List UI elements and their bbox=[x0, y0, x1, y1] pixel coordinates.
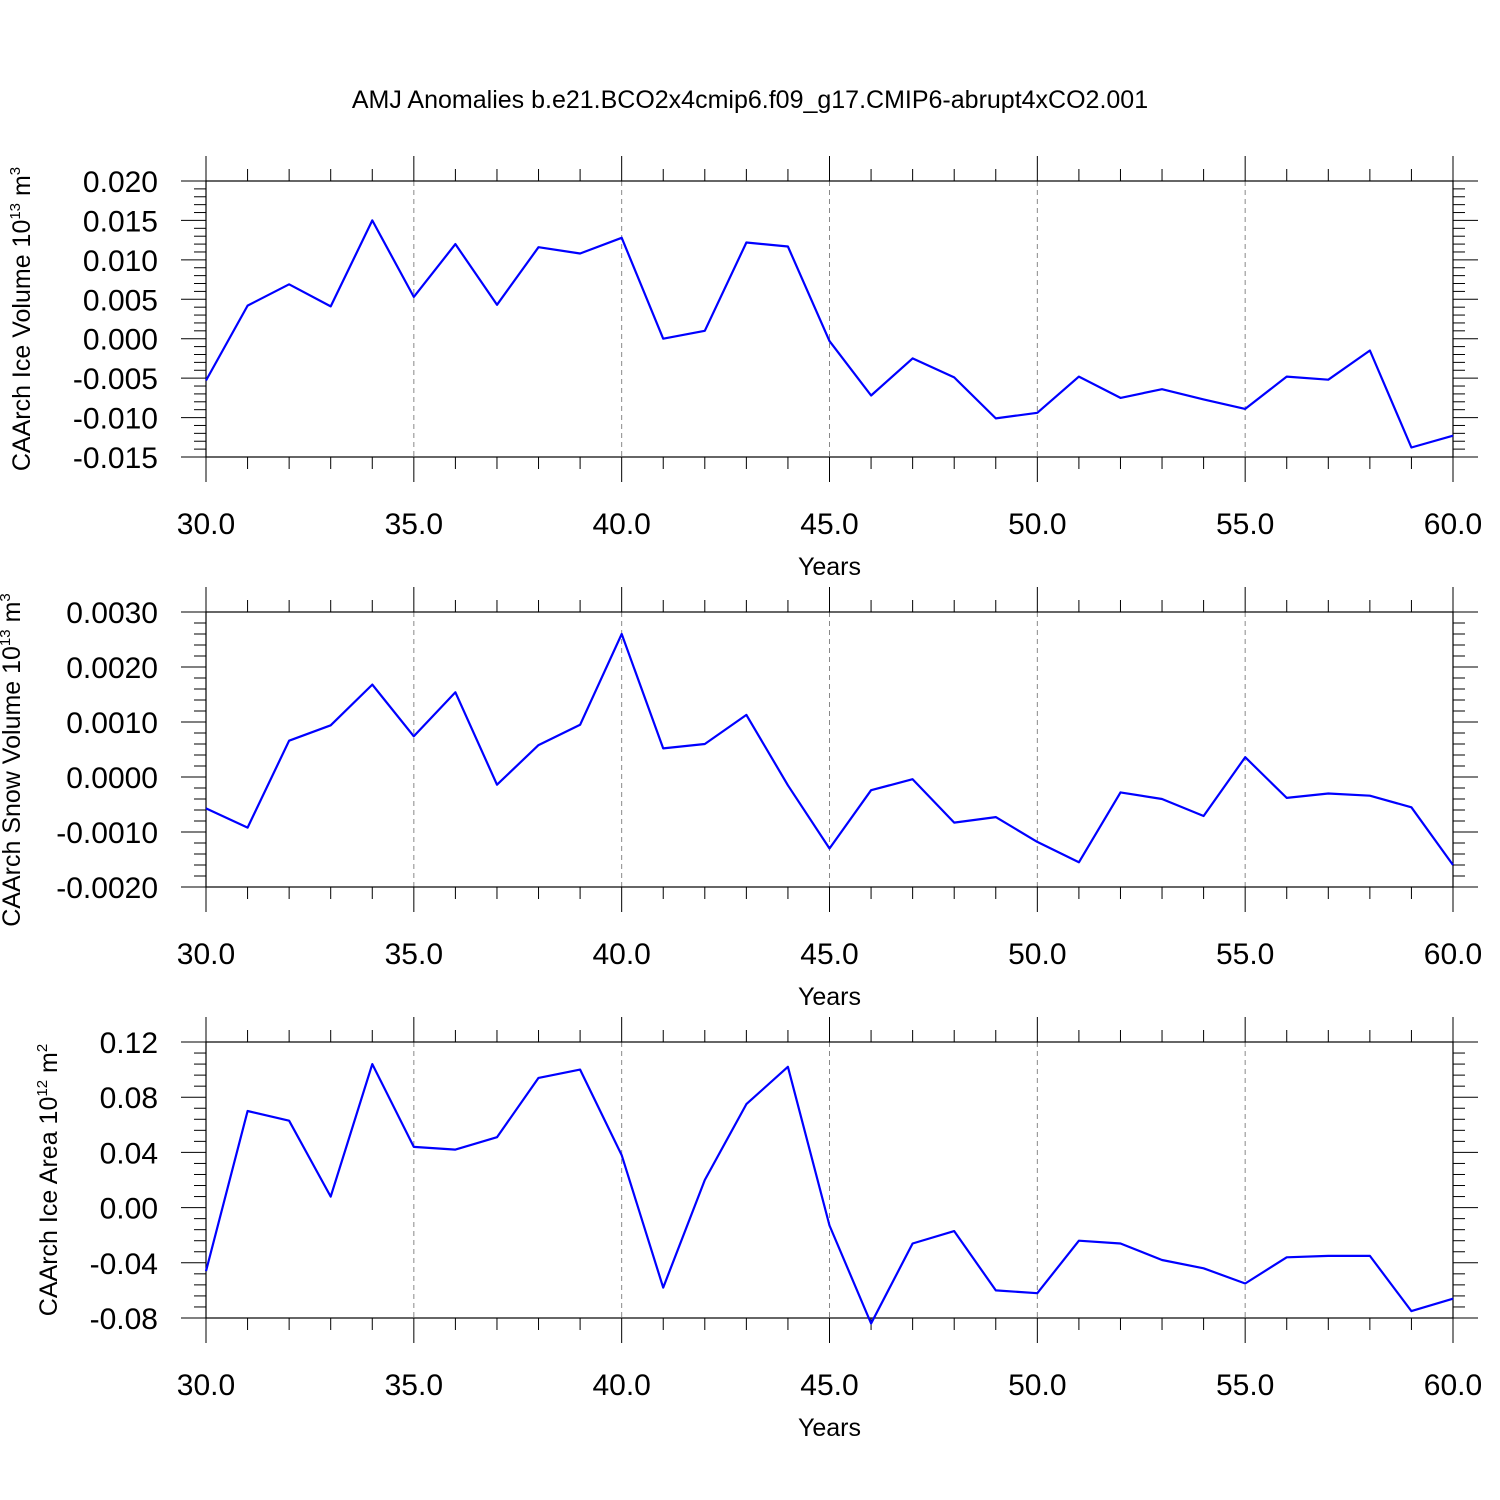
x-tick-label: 30.0 bbox=[177, 938, 235, 971]
x-tick-label: 55.0 bbox=[1216, 1369, 1274, 1402]
y-tick-label: 0.0030 bbox=[66, 597, 158, 630]
x-tick-label: 35.0 bbox=[385, 938, 443, 971]
ice-volume-panel: -0.015 -0.010 -0.005 0.000 0.005 0.010 0.015 0.… bbox=[7, 156, 1482, 581]
y-tick-label: 0.08 bbox=[100, 1082, 158, 1115]
x-tick-label: 45.0 bbox=[800, 508, 858, 541]
x-tick-label: 30.0 bbox=[177, 508, 235, 541]
y-axis-label: CAArch Snow Volume 1013 m3 bbox=[0, 593, 26, 927]
x-tick-label: 40.0 bbox=[592, 508, 650, 541]
x-axis-label: Years bbox=[798, 983, 861, 1011]
x-tick-label: 45.0 bbox=[800, 938, 858, 971]
ice-area-panel: -0.08 -0.04 0.00 0.04 0.08 0.12 30.0 35.0 40.0 45… bbox=[34, 1017, 1482, 1442]
y-tick-label: -0.04 bbox=[90, 1248, 158, 1281]
snow-volume-panel: -0.0020 -0.0010 0.0000 0.0010 0.0020 0.0030 30… bbox=[0, 587, 1482, 1011]
x-tick-label: 40.0 bbox=[592, 1369, 650, 1402]
x-tick-label: 35.0 bbox=[385, 1369, 443, 1402]
x-tick-label: 55.0 bbox=[1216, 508, 1274, 541]
y-tick-label: -0.010 bbox=[73, 403, 158, 436]
x-tick-label: 50.0 bbox=[1008, 508, 1066, 541]
series-line bbox=[205, 219, 1454, 449]
y-tick-label: 0.12 bbox=[100, 1027, 158, 1060]
x-tick-label: 45.0 bbox=[800, 1369, 858, 1402]
y-tick-label: -0.005 bbox=[73, 363, 158, 396]
x-tick-label: 30.0 bbox=[177, 1369, 235, 1402]
y-tick-label: 0.020 bbox=[83, 166, 158, 199]
y-tick-label: 0.010 bbox=[83, 245, 158, 278]
x-tick-label: 50.0 bbox=[1008, 938, 1066, 971]
y-tick-label: 0.000 bbox=[83, 324, 158, 357]
y-tick-label: -0.08 bbox=[90, 1303, 158, 1336]
y-tick-label: 0.0020 bbox=[66, 652, 158, 685]
y-tick-label: 0.0000 bbox=[66, 762, 158, 795]
y-tick-label: -0.015 bbox=[73, 442, 158, 475]
x-tick-label: 40.0 bbox=[592, 938, 650, 971]
x-axis-label: Years bbox=[798, 553, 861, 581]
x-axis-label: Years bbox=[798, 1414, 861, 1442]
x-tick-label: 60.0 bbox=[1424, 938, 1482, 971]
x-tick-label: 60.0 bbox=[1424, 508, 1482, 541]
y-tick-label: -0.0020 bbox=[56, 872, 158, 905]
y-axis-label: CAArch Ice Volume 1013 m3 bbox=[7, 167, 36, 471]
series-line bbox=[204, 1062, 1454, 1325]
x-tick-label: 60.0 bbox=[1424, 1369, 1482, 1402]
x-tick-label: 35.0 bbox=[385, 508, 443, 541]
series-line bbox=[205, 632, 1454, 866]
y-tick-label: 0.00 bbox=[100, 1193, 158, 1226]
y-tick-label: 0.015 bbox=[83, 205, 158, 238]
y-tick-label: -0.0010 bbox=[56, 817, 158, 850]
y-tick-label: 0.04 bbox=[100, 1137, 158, 1170]
x-tick-label: 50.0 bbox=[1008, 1369, 1066, 1402]
y-tick-label: 0.0010 bbox=[66, 707, 158, 740]
y-tick-label: 0.005 bbox=[83, 284, 158, 317]
x-tick-label: 55.0 bbox=[1216, 938, 1274, 971]
figure-title: AMJ Anomalies b.e21.BCO2x4cmip6.f09_g17.… bbox=[352, 86, 1148, 114]
y-axis-label: CAArch Ice Area 1012 m2 bbox=[34, 1044, 63, 1316]
